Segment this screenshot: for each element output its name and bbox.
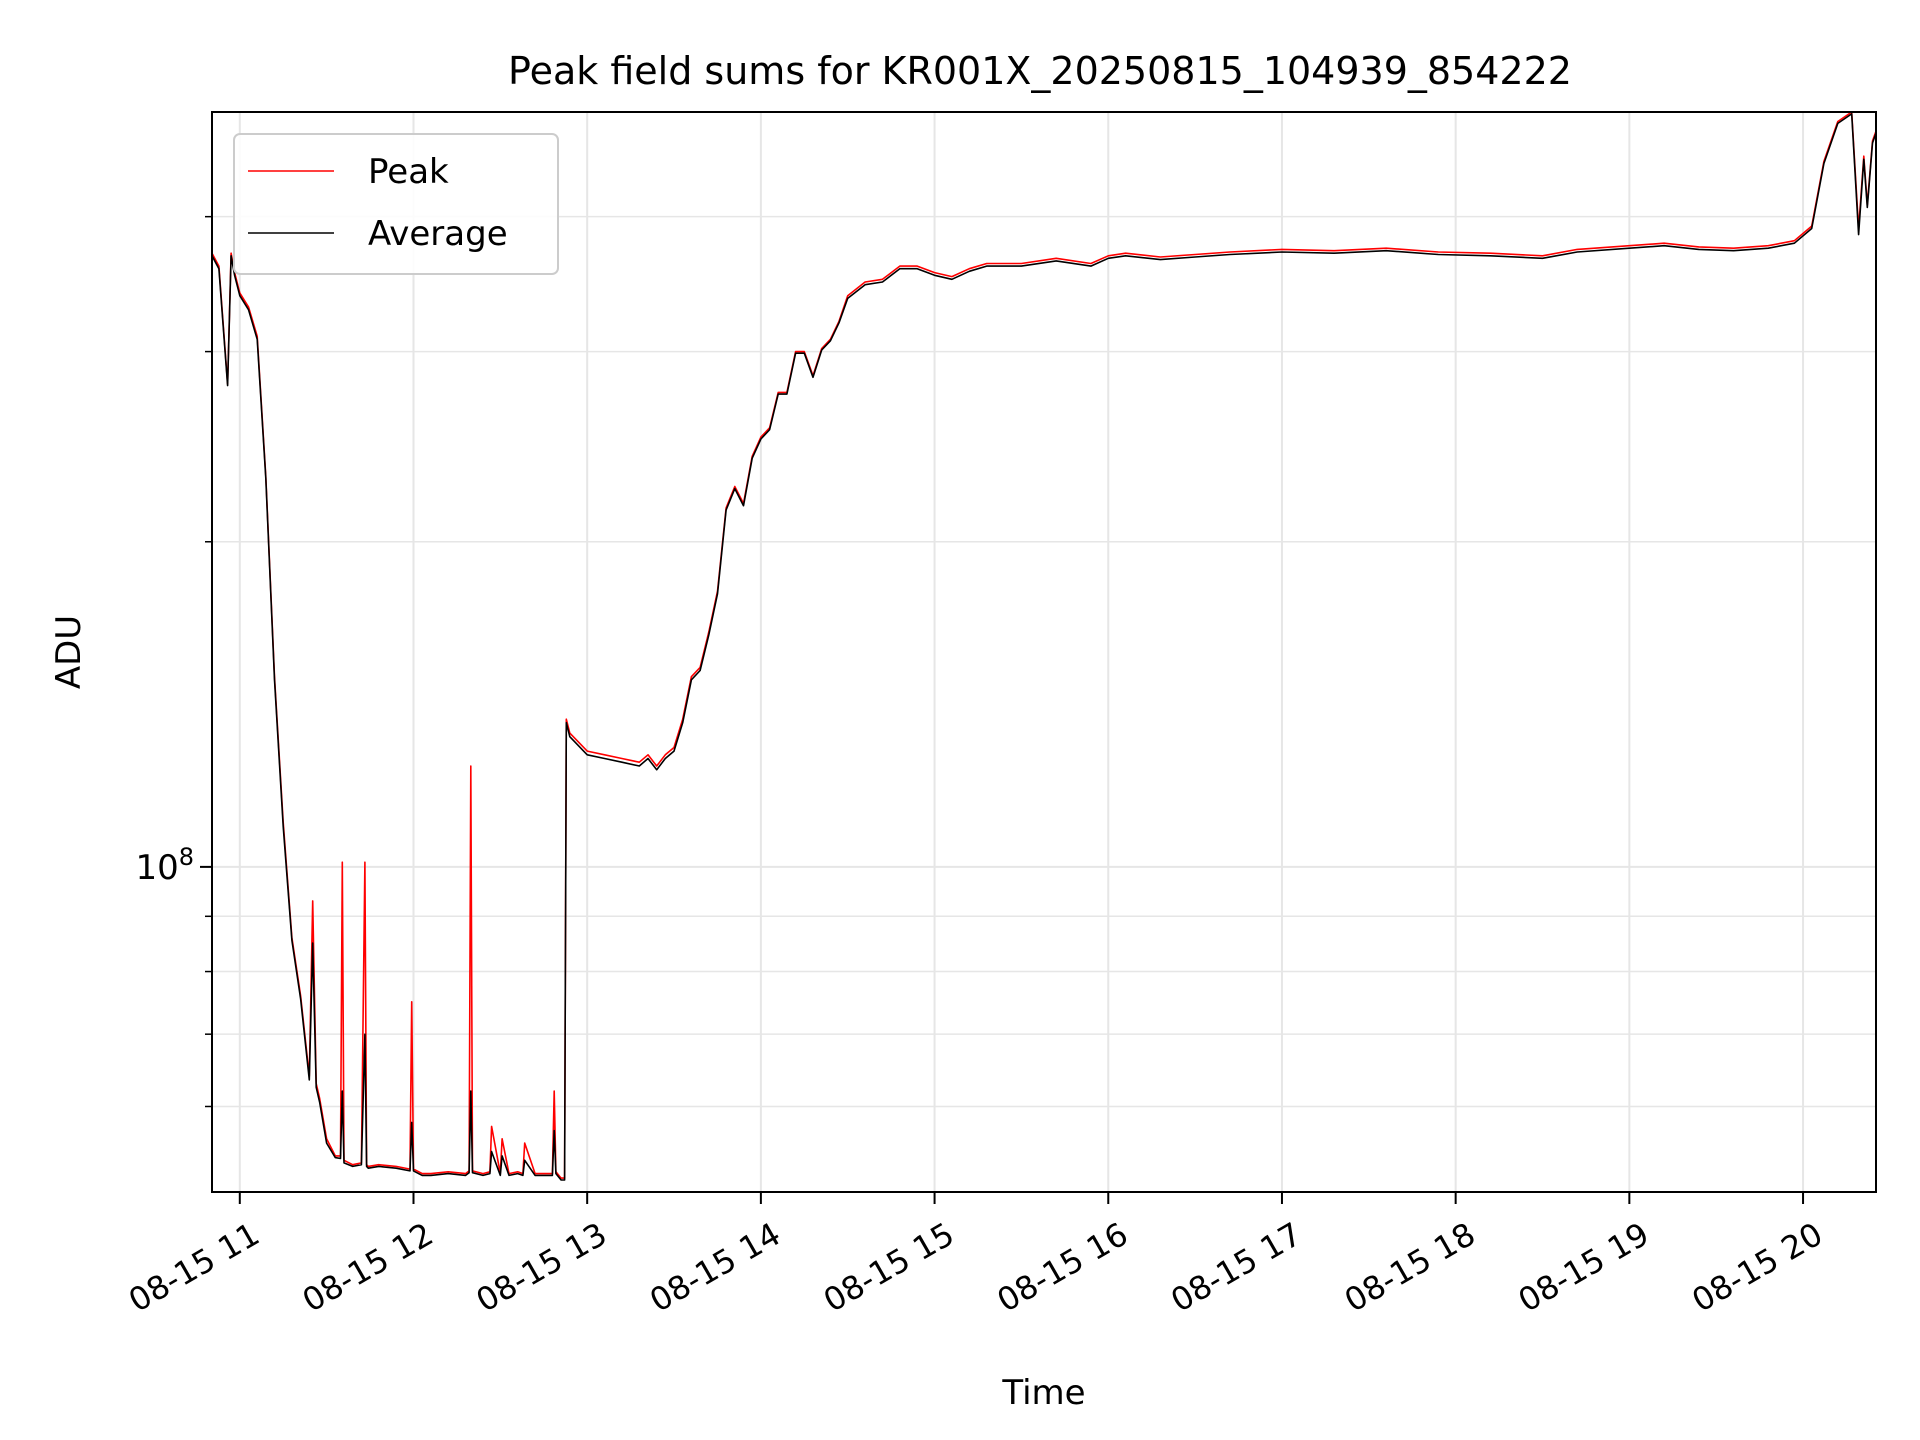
series-lines xyxy=(212,112,1876,1181)
plot-frame xyxy=(211,111,1877,1193)
x-axis-label: Time xyxy=(1001,1373,1085,1413)
legend-label-peak: Peak xyxy=(368,152,449,192)
legend: Peak Average xyxy=(233,133,559,275)
y-axis-label: ADU xyxy=(49,615,89,689)
chart-title: Peak field sums for KR001X_20250815_1049… xyxy=(508,49,1572,93)
legend-label-average: Average xyxy=(368,214,508,254)
series-line-average xyxy=(212,113,1876,1181)
y-tick-label: 108 xyxy=(135,843,194,888)
y-axis: 108 xyxy=(135,215,212,1108)
grid xyxy=(212,112,1876,1192)
series-line-peak xyxy=(212,112,1876,1179)
legend-box xyxy=(233,133,559,275)
